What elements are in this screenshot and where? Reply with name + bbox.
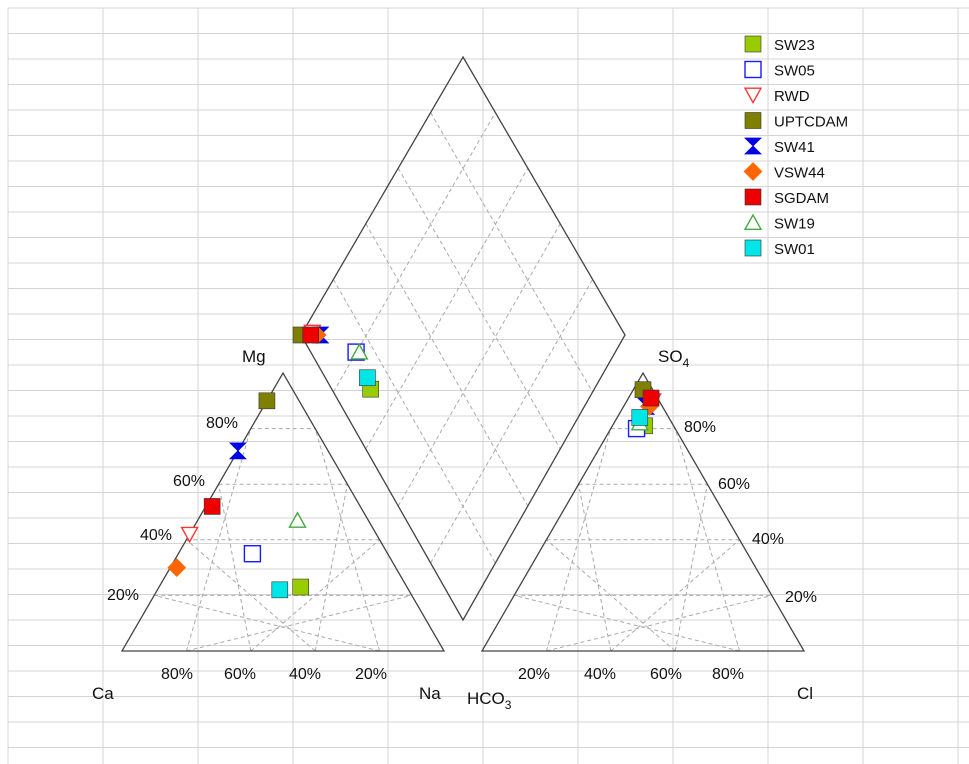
cl-vertex-label: Cl — [797, 684, 813, 703]
anion-so4-tick-40: 40% — [752, 531, 784, 548]
hco3-main-label: HCO — [467, 689, 505, 708]
cation-point-sw41 — [228, 442, 247, 460]
legend-marker-sw41 — [744, 137, 762, 155]
cation-grid-a-2 — [218, 484, 252, 652]
spreadsheet-gridlines — [7, 7, 969, 764]
legend-label-uptcdam: UPTCDAM — [774, 114, 848, 131]
anion-bottom-tick-4: 80% — [712, 666, 744, 683]
cation-bottom-tick-3: 40% — [289, 666, 321, 683]
cation-point-vsw44 — [167, 558, 187, 577]
cation-point-sw01 — [271, 581, 289, 599]
cation-grid-b-3 — [314, 484, 348, 652]
cation-point-sw05 — [243, 545, 262, 563]
cation-triangle — [120, 371, 446, 652]
cation-grid-a-4 — [154, 594, 380, 652]
diamond-grid-b-4 — [332, 112, 496, 393]
anion-grid-b-4 — [674, 428, 741, 652]
ca-vertex-label: Ca — [92, 684, 114, 703]
sample-points — [167, 324, 662, 599]
diagram-outlines — [120, 55, 806, 652]
cation-grid-b-4 — [314, 428, 381, 652]
anion-so4-tick-60: 60% — [718, 476, 750, 493]
anion-triangle — [480, 371, 806, 652]
hco3-sub-label: 3 — [505, 698, 512, 712]
hco3-vertex-label: HCO3 — [467, 689, 512, 712]
cation-bottom-tick-1: 80% — [161, 666, 193, 683]
cation-point-sw23 — [292, 578, 310, 596]
legend-label-rwd: RWD — [774, 88, 810, 105]
diamond-grid-b-3 — [365, 167, 529, 450]
cation-grid-b-2 — [250, 539, 380, 652]
legend-label-vsw44: VSW44 — [774, 165, 825, 182]
diamond-point-sw19 — [350, 343, 369, 360]
legend-marker-sw01 — [744, 239, 762, 257]
mg-vertex-label: Mg — [242, 347, 266, 366]
legend: SW23 SW05 RWD UPTCDAM SW41 VSW44 SGDAM SW19 SW01 — [743, 35, 848, 258]
cation-grid-a-3 — [186, 539, 316, 652]
diamond-grid-a-3 — [397, 167, 561, 450]
na-vertex-label: Na — [419, 684, 441, 703]
anion-grid-a-3 — [546, 539, 676, 652]
legend-marker-rwd — [743, 87, 763, 105]
diamond-grid-b-2 — [397, 223, 561, 507]
diamond-point-sw01 — [359, 369, 376, 387]
anion-grid-b-3 — [674, 484, 708, 652]
legend-label-sw41: SW41 — [774, 139, 815, 156]
anion-point-sw01 — [631, 409, 649, 426]
legend-label-sw05: SW05 — [774, 63, 815, 80]
anion-bottom-tick-2: 40% — [584, 666, 616, 683]
cation-point-sw19 — [288, 511, 307, 528]
cation-grid-b-1 — [186, 594, 412, 652]
so4-vertex-label: SO4 — [658, 347, 690, 370]
legend-marker-vsw44 — [743, 162, 763, 181]
anion-grid-a-4 — [514, 594, 740, 652]
anion-so4-tick-80: 80% — [684, 419, 716, 436]
cation-grid-a-1 — [185, 428, 252, 652]
so4-sub-label: 4 — [683, 356, 690, 370]
anion-grid-b-2 — [610, 539, 740, 652]
legend-label-sw01: SW01 — [774, 241, 815, 258]
legend-label-sw19: SW19 — [774, 216, 815, 233]
legend-marker-sw05 — [744, 60, 762, 79]
anion-point-sgdam — [642, 389, 660, 407]
cation-bottom-tick-2: 60% — [224, 666, 256, 683]
anion-bottom-tick-1: 20% — [518, 666, 550, 683]
central-diamond — [300, 55, 626, 622]
legend-marker-sw19 — [743, 213, 763, 231]
cation-point-uptcdam — [258, 392, 276, 410]
diamond-grid-a-4 — [430, 112, 594, 393]
legend-marker-sgdam — [744, 188, 762, 206]
cation-mg-tick-80: 80% — [206, 415, 238, 432]
diamond-grid-a-2 — [365, 223, 529, 507]
cation-mg-tick-60: 60% — [173, 473, 205, 490]
anion-so4-tick-20: 20% — [785, 589, 817, 606]
ternary-dashed-grid — [154, 112, 772, 652]
anion-grid-a-2 — [578, 484, 612, 652]
anion-grid-b-1 — [546, 594, 772, 652]
legend-label-sw23: SW23 — [774, 37, 815, 54]
anion-grid-a-1 — [545, 428, 612, 652]
diamond-grid-b-1 — [430, 279, 594, 564]
legend-marker-sw23 — [744, 35, 762, 53]
so4-main-label: SO — [658, 347, 683, 366]
cation-point-sgdam — [203, 498, 221, 515]
cation-mg-tick-20: 20% — [107, 587, 139, 604]
cation-bottom-tick-4: 20% — [355, 666, 387, 683]
legend-label-sgdam: SGDAM — [774, 190, 829, 207]
cation-mg-tick-40: 40% — [140, 527, 172, 544]
anion-bottom-tick-3: 60% — [650, 666, 682, 683]
legend-marker-uptcdam — [744, 112, 762, 129]
cation-point-rwd — [180, 526, 199, 544]
diamond-point-sgdam — [302, 326, 320, 344]
diamond-grid-a-1 — [332, 279, 496, 564]
